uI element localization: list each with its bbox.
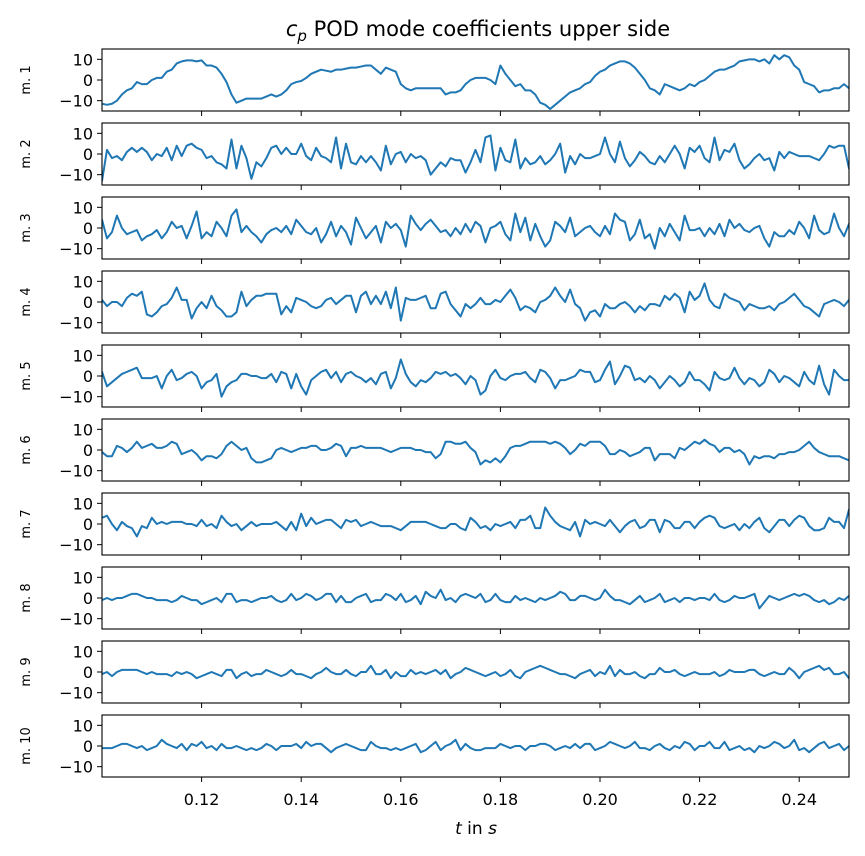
x-tick-label: 0.22 (682, 790, 718, 809)
y-tick-label: −10 (59, 314, 93, 333)
y-tick-label: 0 (83, 589, 93, 608)
panel-4: 10 0 −10 m. 4 (19, 270, 850, 338)
title-symbol: c (286, 17, 298, 41)
x-axis-unit: s (488, 819, 497, 839)
series-line-mode-3 (102, 208, 849, 250)
panel-5: 10 0 −10 m. 5 (19, 344, 850, 412)
panel-9: 10 0 −10 m. 9 (19, 640, 850, 708)
panel-1: 10 0 −10 m. 1 (19, 48, 850, 116)
y-tick-label: 10 (73, 346, 93, 365)
y-tick-label: −10 (59, 462, 93, 481)
series-line-mode-5 (102, 358, 849, 398)
panel-label: m. 5 (19, 361, 34, 390)
panel-6: 10 0 −10 m. 6 (19, 418, 850, 486)
y-tick-label: 10 (73, 198, 93, 217)
panel-label: m. 7 (19, 509, 34, 538)
x-axis-text: in (462, 819, 488, 839)
panel-label: m. 1 (19, 65, 34, 94)
panel-label: m. 6 (19, 435, 34, 464)
panel-label: m. 9 (19, 657, 34, 686)
axes-frame (101, 492, 850, 556)
y-tick-label: 10 (73, 642, 93, 661)
x-tick-label: 0.12 (184, 790, 220, 809)
panel-label: m. 2 (19, 139, 34, 168)
y-tick-label: 10 (73, 568, 93, 587)
panel-7: 10 0 −10 m. 7 (19, 492, 850, 560)
y-tick-label: 0 (83, 663, 93, 682)
y-tick-label: −10 (59, 388, 93, 407)
series-line-mode-1 (102, 54, 849, 110)
panel-8: 10 0 −10 m. 8 (19, 566, 850, 634)
y-tick-label: 10 (73, 716, 93, 735)
x-tick-label: 0.24 (781, 790, 817, 809)
series-line-mode-9 (102, 664, 849, 680)
y-tick-label: −10 (59, 610, 93, 629)
y-tick-label: −10 (59, 684, 93, 703)
panel-label: m. 3 (19, 213, 34, 242)
y-tick-label: −10 (59, 536, 93, 555)
panel-label: m. 4 (19, 287, 34, 316)
y-tick-label: 0 (83, 367, 93, 386)
y-tick-label: 0 (83, 145, 93, 164)
title-subscript: p (296, 27, 307, 45)
panels-group: 10 0 −10 m. 1 10 0 −10 m. 2 10 0 −10 m. 3 10 0 −10 m. 4… (19, 48, 850, 809)
series-line-mode-6 (102, 438, 849, 466)
y-tick-label: 10 (73, 124, 93, 143)
y-tick-label: 0 (83, 293, 93, 312)
y-tick-label: −10 (59, 240, 93, 259)
series-line-mode-8 (102, 588, 849, 610)
y-tick-label: 0 (83, 219, 93, 238)
axes-frame (101, 48, 850, 112)
x-axis-label: t in s (455, 819, 497, 839)
y-tick-label: 10 (73, 50, 93, 69)
series-line-mode-7 (102, 506, 849, 538)
x-axis-var: t (455, 819, 463, 839)
x-tick-label: 0.20 (582, 790, 618, 809)
y-tick-label: 10 (73, 272, 93, 291)
y-tick-label: 10 (73, 494, 93, 513)
title-text: POD mode coefficients upper side (307, 17, 670, 41)
panel-label: m. 10 (19, 727, 34, 764)
y-tick-label: −10 (59, 166, 93, 185)
series-line-mode-4 (102, 282, 849, 322)
series-line-mode-2 (102, 134, 849, 182)
y-tick-label: 0 (83, 737, 93, 756)
series-line-mode-10 (102, 738, 849, 754)
panel-10: 10 0 −10 0.12 0.14 0.16 0.18 0.20 0.22 0.24 m. 10 (19, 714, 850, 809)
y-tick-label: 0 (83, 71, 93, 90)
y-tick-label: −10 (59, 758, 93, 777)
y-tick-label: 0 (83, 441, 93, 460)
y-tick-label: 0 (83, 515, 93, 534)
panel-label: m. 8 (19, 583, 34, 612)
x-tick-label: 0.14 (283, 790, 319, 809)
panel-3: 10 0 −10 m. 3 (19, 196, 850, 264)
x-tick-label: 0.16 (383, 790, 419, 809)
chart-title: cp POD mode coefficients upper side (286, 17, 670, 45)
panel-2: 10 0 −10 m. 2 (19, 122, 850, 190)
y-tick-label: −10 (59, 92, 93, 111)
y-tick-label: 10 (73, 420, 93, 439)
x-tick-label: 0.18 (483, 790, 519, 809)
